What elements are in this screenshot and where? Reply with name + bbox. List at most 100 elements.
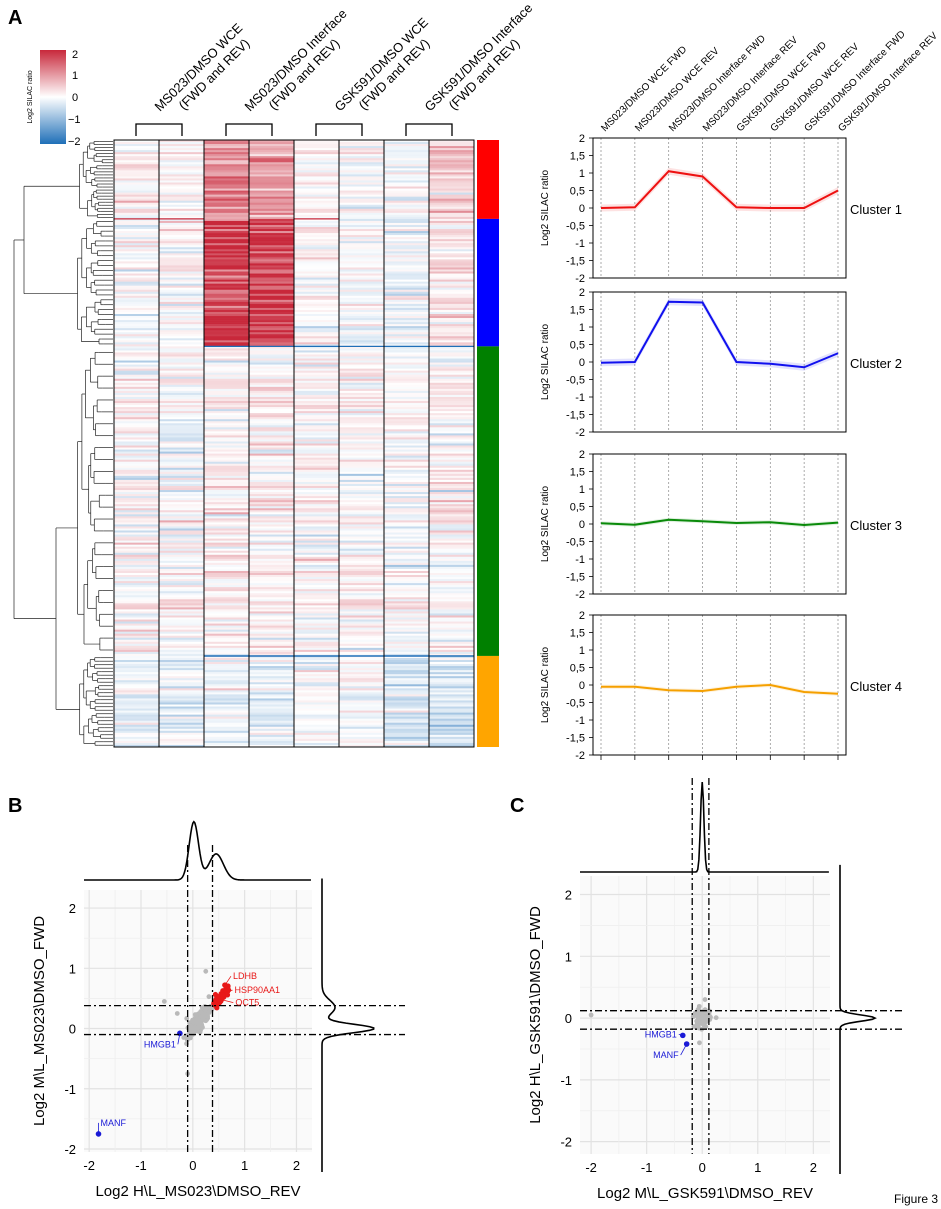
heatmap-cell [429,712,475,715]
heatmap-cell [429,140,475,143]
heatmap-cell [249,520,295,523]
heatmap-cell [294,196,340,199]
heatmap-cell [339,269,385,272]
heatmap-cell [429,662,475,665]
heatmap-cell [249,388,295,392]
heatmap-cell [339,265,385,268]
heatmap-cell [249,380,295,384]
heatmap-cell [159,534,205,537]
heatmap-cell [429,330,475,333]
heatmap-cell [429,277,475,280]
heatmap-cell [114,334,160,337]
scatter-x-axis-title: Log2 M\L_GSK591\DMSO_REV [597,1185,813,1202]
scatter-point-up [213,996,219,1002]
heatmap-cell [249,564,295,568]
heatmap-cell [294,192,340,195]
heatmap-cell [384,176,430,179]
group-bracket [135,123,183,136]
heatmap-cell [294,314,340,317]
heatmap-cell [429,579,475,582]
heatmap-cell [384,255,430,258]
heatmap-cell [294,724,340,728]
heatmap-cell [339,463,385,467]
heatmap-cell [159,526,205,529]
heatmap-cell [204,684,250,687]
heatmap-cell [429,633,475,637]
heatmap-cell [384,336,430,339]
heatmap-cell [294,623,340,626]
heatmap-cell [159,678,205,681]
heatmap-cell [159,202,205,206]
heatmap-cell [429,554,475,558]
heatmap-cell [159,328,205,331]
heatmap-cell [294,603,340,606]
heatmap-cell [339,255,385,258]
heatmap-cell [159,566,205,570]
heatmap-cell [429,627,475,630]
heatmap-cell [294,615,340,618]
heatmap-cell [429,204,475,208]
profile-y-tick-label: 2 [579,133,585,145]
heatmap-cell [159,506,205,509]
heatmap-cell [429,577,475,580]
heatmap-cell [159,672,205,675]
heatmap-cell [249,676,295,679]
heatmap-cell [249,595,295,598]
heatmap-cell [204,411,250,414]
heatmap-cell [114,326,160,329]
heatmap-cell [294,617,340,620]
heatmap-cell [114,724,160,728]
heatmap-cell [159,382,205,386]
heatmap-cell [249,212,295,216]
heatmap-cell [294,283,340,286]
heatmap-cell [429,421,475,424]
heatmap-cell [249,202,295,206]
heatmap-cell [159,364,205,367]
profile-y-tick-label: -0,5 [566,537,585,549]
heatmap-cell [114,692,160,695]
heatmap-cell [429,396,475,400]
heatmap-cell [384,536,430,539]
heatmap-cell [159,720,205,724]
heatmap-cell [204,666,250,669]
heatmap-cell [429,508,475,511]
heatmap-cell [114,488,160,491]
heatmap-cell [294,307,340,311]
scatter-y-tick-label: -1 [560,1073,572,1088]
heatmap-cell [159,716,205,719]
heatmap-cell [429,617,475,620]
heatmap-cell [384,140,430,143]
heatmap-cell [429,362,475,365]
heatmap-cell [249,338,295,341]
heatmap-cell [384,396,430,400]
heatmap-cell [384,508,430,511]
heatmap-cell [294,524,340,527]
heatmap-cell [294,263,340,266]
heatmap-cell [204,342,250,345]
heatmap-cell [159,318,205,321]
heatmap-cell [114,496,160,499]
heatmap-cell [339,500,385,503]
heatmap-cell [114,593,160,596]
heatmap-cell [159,388,205,392]
heatmap-cell [114,220,160,224]
heatmap-cell [114,427,160,430]
heatmap-cell [114,309,160,313]
heatmap-cell [114,461,160,465]
heatmap-cell [429,348,475,351]
heatmap-cell [204,477,250,481]
heatmap-cell [384,684,430,687]
heatmap-cell [249,295,295,299]
heatmap-cell [384,326,430,329]
heatmap-cell [159,605,205,608]
heatmap-cell [339,506,385,509]
heatmap-cell [429,435,475,438]
heatmap-cell [249,504,295,507]
heatmap-cell [204,465,250,469]
profile-y-tick-label: -2 [575,273,585,285]
heatmap-cell [339,239,385,242]
heatmap-cell [159,637,205,641]
heatmap-cell [204,239,250,242]
heatmap-cell [384,496,430,499]
heatmap-cell [114,162,160,165]
